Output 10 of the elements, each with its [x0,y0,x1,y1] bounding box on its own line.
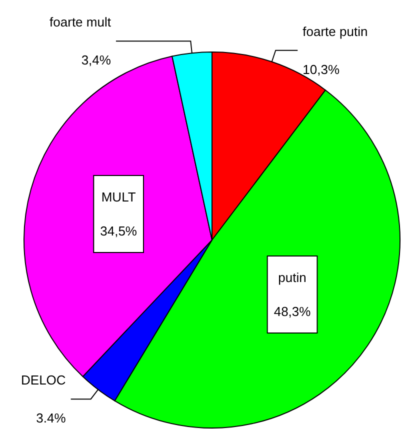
slice-label: foarte putin [302,24,368,39]
data-label: 3.4% [36,410,66,426]
data-label: 34,5% [100,223,138,238]
data-label: 10,3% [302,62,340,77]
data-label: 3,4% [81,52,112,68]
slice-label: putin [278,270,306,285]
slice-label: DELOC [21,372,66,388]
data-label: 48,3% [274,304,312,319]
slice-label: foarte mult [50,14,112,30]
slice-label: MULT [101,189,136,204]
